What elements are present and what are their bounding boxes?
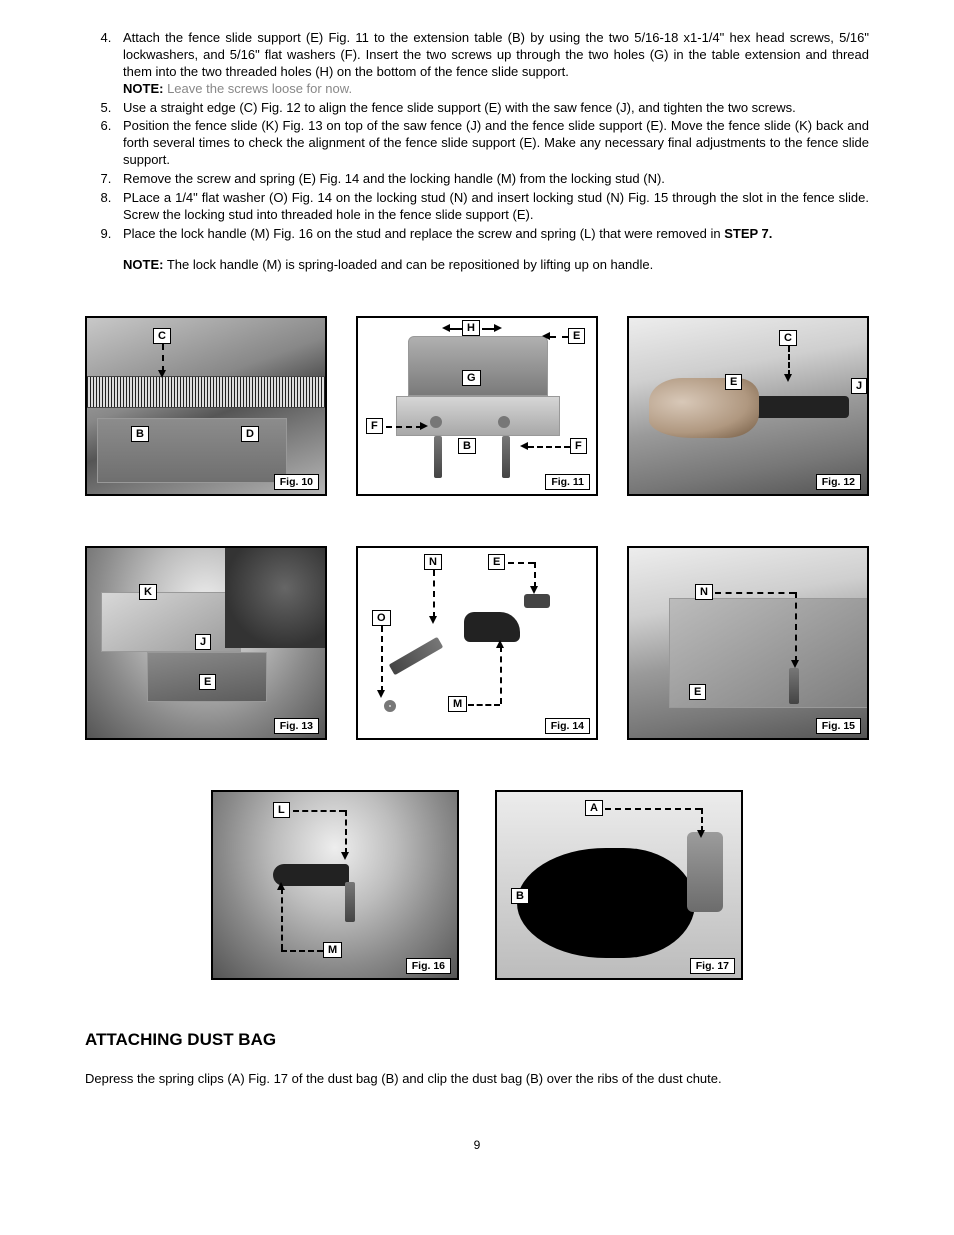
label-b: B [458, 438, 476, 454]
step-7: Remove the screw and spring (E) Fig. 14 … [115, 171, 869, 188]
figure-13: K J E Fig. 13 [85, 546, 327, 740]
figure-caption: Fig. 15 [816, 718, 861, 734]
note-text: Leave the screws loose for now. [163, 81, 352, 96]
ruler-graphic [87, 376, 325, 408]
step-8: PLace a 1/4" flat washer (O) Fig. 14 on … [115, 190, 869, 224]
figure-row-3: L M Fig. 16 A B Fig. 17 [85, 790, 869, 980]
label-d: D [241, 426, 259, 442]
label-k: K [139, 584, 157, 600]
washer-graphic [430, 416, 442, 428]
step-text: Attach the fence slide support (E) Fig. … [123, 30, 869, 79]
label-a: A [585, 800, 603, 816]
label-c: C [779, 330, 797, 346]
step-text: Place the lock handle (M) Fig. 16 on the… [123, 226, 724, 241]
figure-caption: Fig. 12 [816, 474, 861, 490]
note-text: The lock handle (M) is spring-loaded and… [163, 257, 653, 272]
plate-graphic [396, 396, 560, 436]
figure-14: N E O M Fig. 14 [356, 546, 598, 740]
figure-row-1: C B D Fig. 10 H E G F B [85, 316, 869, 496]
label-c: C [153, 328, 171, 344]
step-9: Place the lock handle (M) Fig. 16 on the… [115, 226, 869, 243]
figure-10: C B D Fig. 10 [85, 316, 327, 496]
step-4: Attach the fence slide support (E) Fig. … [115, 30, 869, 98]
spring-graphic [524, 594, 550, 608]
label-b: B [131, 426, 149, 442]
note-label: NOTE: [123, 257, 163, 272]
saw-graphic [225, 548, 325, 648]
figure-15: N E Fig. 15 [627, 546, 869, 740]
label-l: L [273, 802, 290, 818]
figure-caption: Fig. 10 [274, 474, 319, 490]
label-m: M [448, 696, 467, 712]
stud-graphic [345, 882, 355, 922]
dustbag-graphic [517, 848, 695, 958]
step-list: Attach the fence slide support (E) Fig. … [85, 30, 869, 243]
label-e: E [199, 674, 216, 690]
label-f: F [366, 418, 383, 434]
label-f2: F [570, 438, 587, 454]
slide-graphic [101, 592, 241, 652]
note-bottom: NOTE: The lock handle (M) is spring-load… [123, 257, 869, 274]
step-text: PLace a 1/4" flat washer (O) Fig. 14 on … [123, 190, 869, 222]
chute-graphic [687, 832, 723, 912]
washer-graphic [384, 700, 396, 712]
figure-caption: Fig. 16 [406, 958, 451, 974]
hand-graphic [649, 378, 759, 438]
figure-caption: Fig. 14 [545, 718, 590, 734]
stud-graphic [789, 668, 799, 704]
label-o: O [372, 610, 391, 626]
figure-caption: Fig. 17 [690, 958, 735, 974]
figure-17: A B Fig. 17 [495, 790, 743, 980]
figure-caption: Fig. 11 [545, 474, 590, 490]
label-m: M [323, 942, 342, 958]
section-title: ATTACHING DUST BAG [85, 1030, 869, 1050]
bracket-graphic [408, 336, 548, 396]
figure-11: H E G F B F Fig. 11 [356, 316, 598, 496]
page-number: 9 [85, 1138, 869, 1152]
label-h: H [462, 320, 480, 336]
step-text: Position the fence slide (K) Fig. 13 on … [123, 118, 869, 167]
stud-graphic [389, 636, 443, 674]
bolt-graphic [434, 436, 442, 478]
label-n: N [695, 584, 713, 600]
label-e: E [689, 684, 706, 700]
label-j: J [851, 378, 867, 394]
figure-row-2: K J E Fig. 13 N E O M Fig. 14 [85, 546, 869, 740]
step-bold: STEP 7. [724, 226, 772, 241]
label-n: N [424, 554, 442, 570]
bolt-graphic [502, 436, 510, 478]
handle-graphic [464, 612, 520, 642]
label-b: B [511, 888, 529, 904]
note-label: NOTE: [123, 81, 163, 96]
figure-12: C E J Fig. 12 [627, 316, 869, 496]
label-g: G [462, 370, 481, 386]
step-5: Use a straight edge (C) Fig. 12 to align… [115, 100, 869, 117]
step-text: Use a straight edge (C) Fig. 12 to align… [123, 100, 796, 115]
figure-caption: Fig. 13 [274, 718, 319, 734]
label-e: E [568, 328, 585, 344]
step-6: Position the fence slide (K) Fig. 13 on … [115, 118, 869, 169]
label-j: J [195, 634, 211, 650]
step-text: Remove the screw and spring (E) Fig. 14 … [123, 171, 665, 186]
label-e: E [725, 374, 742, 390]
dust-bag-text: Depress the spring clips (A) Fig. 17 of … [85, 1070, 869, 1088]
label-e: E [488, 554, 505, 570]
washer-graphic [498, 416, 510, 428]
figure-16: L M Fig. 16 [211, 790, 459, 980]
manual-page: Attach the fence slide support (E) Fig. … [0, 0, 954, 1182]
